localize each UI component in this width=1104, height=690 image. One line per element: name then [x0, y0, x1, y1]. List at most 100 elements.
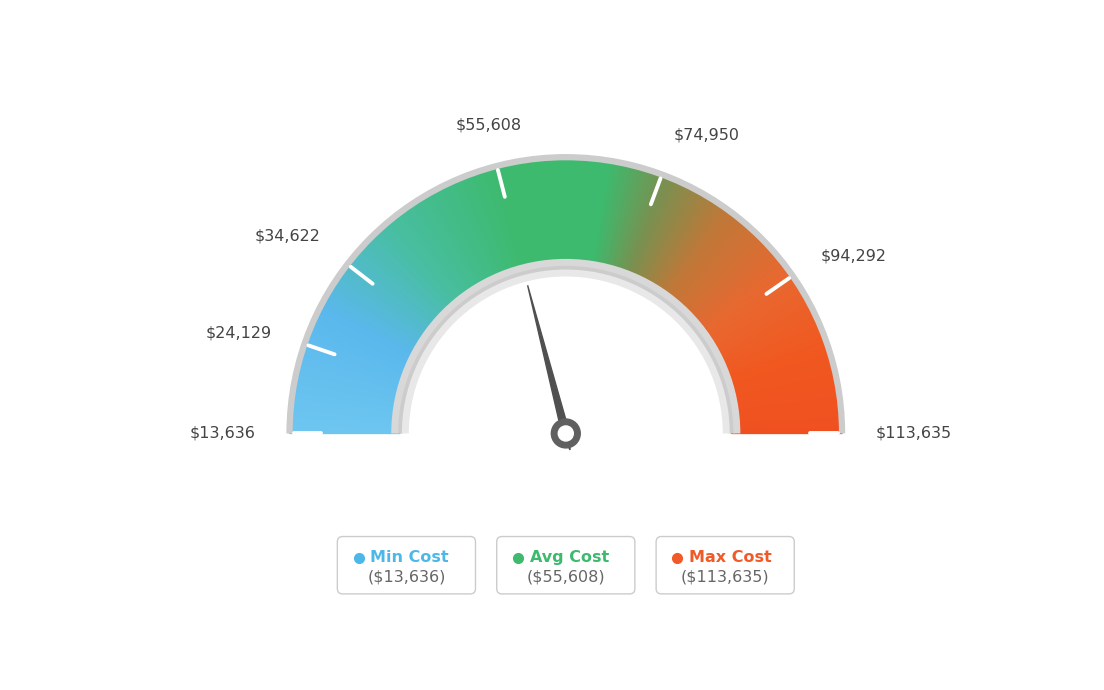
- Wedge shape: [297, 368, 405, 395]
- Wedge shape: [604, 165, 631, 273]
- Wedge shape: [725, 359, 832, 391]
- Wedge shape: [732, 428, 842, 431]
- Wedge shape: [304, 345, 408, 382]
- Wedge shape: [332, 284, 426, 344]
- Wedge shape: [673, 224, 747, 308]
- Wedge shape: [490, 167, 521, 274]
- Wedge shape: [348, 263, 435, 332]
- Wedge shape: [395, 215, 464, 303]
- Wedge shape: [665, 211, 731, 301]
- Wedge shape: [731, 406, 841, 418]
- Wedge shape: [364, 243, 446, 320]
- Wedge shape: [684, 241, 765, 319]
- Wedge shape: [537, 159, 549, 268]
- Wedge shape: [686, 241, 766, 319]
- Wedge shape: [690, 250, 774, 324]
- Wedge shape: [308, 332, 412, 373]
- Wedge shape: [299, 359, 406, 391]
- Wedge shape: [503, 164, 530, 272]
- Wedge shape: [467, 175, 508, 279]
- Wedge shape: [726, 365, 834, 393]
- Wedge shape: [692, 255, 777, 327]
- Wedge shape: [331, 287, 425, 346]
- Wedge shape: [682, 237, 761, 316]
- Wedge shape: [586, 159, 602, 269]
- Wedge shape: [385, 223, 458, 308]
- Wedge shape: [290, 416, 401, 424]
- Wedge shape: [609, 167, 639, 274]
- Wedge shape: [691, 252, 775, 326]
- Wedge shape: [729, 385, 838, 406]
- Wedge shape: [643, 189, 696, 287]
- Wedge shape: [421, 197, 479, 293]
- Wedge shape: [694, 260, 782, 331]
- Wedge shape: [463, 177, 505, 279]
- Wedge shape: [390, 219, 461, 306]
- Wedge shape: [562, 157, 565, 268]
- Wedge shape: [293, 392, 402, 410]
- Wedge shape: [615, 170, 649, 275]
- Wedge shape: [339, 274, 431, 339]
- Wedge shape: [583, 159, 595, 268]
- Wedge shape: [388, 221, 459, 307]
- Wedge shape: [325, 297, 422, 353]
- Wedge shape: [635, 182, 682, 283]
- Wedge shape: [646, 191, 700, 288]
- Wedge shape: [704, 281, 797, 343]
- Wedge shape: [410, 205, 473, 297]
- Wedge shape: [647, 193, 703, 290]
- Wedge shape: [469, 174, 509, 278]
- Wedge shape: [295, 378, 403, 402]
- Wedge shape: [712, 305, 811, 357]
- Wedge shape: [434, 190, 488, 288]
- Wedge shape: [420, 198, 479, 293]
- Wedge shape: [506, 164, 531, 272]
- Wedge shape: [590, 160, 607, 270]
- Wedge shape: [716, 319, 818, 366]
- Wedge shape: [528, 159, 544, 269]
- Wedge shape: [722, 340, 826, 378]
- Wedge shape: [728, 377, 837, 400]
- Wedge shape: [670, 219, 742, 306]
- Wedge shape: [687, 244, 768, 321]
- Text: $34,622: $34,622: [255, 228, 320, 244]
- Text: Max Cost: Max Cost: [689, 551, 772, 565]
- Wedge shape: [707, 288, 802, 347]
- Wedge shape: [697, 263, 784, 332]
- Wedge shape: [731, 418, 841, 425]
- Wedge shape: [636, 183, 683, 284]
- Wedge shape: [655, 200, 715, 294]
- Wedge shape: [731, 401, 840, 415]
- Wedge shape: [561, 157, 564, 268]
- Wedge shape: [668, 216, 737, 304]
- Wedge shape: [638, 185, 688, 285]
- Wedge shape: [307, 335, 411, 375]
- Wedge shape: [730, 395, 840, 412]
- Wedge shape: [719, 328, 822, 371]
- Wedge shape: [596, 161, 617, 270]
- Wedge shape: [531, 159, 546, 269]
- Wedge shape: [293, 394, 402, 411]
- Wedge shape: [336, 279, 428, 342]
- Wedge shape: [693, 257, 779, 328]
- Wedge shape: [730, 399, 840, 414]
- Wedge shape: [702, 277, 794, 340]
- Wedge shape: [592, 161, 611, 270]
- Wedge shape: [320, 306, 418, 358]
- Wedge shape: [598, 163, 623, 271]
- Wedge shape: [640, 186, 691, 286]
- Wedge shape: [460, 177, 503, 280]
- Wedge shape: [683, 239, 764, 317]
- Wedge shape: [626, 176, 668, 279]
- Wedge shape: [620, 173, 659, 277]
- Wedge shape: [352, 257, 438, 328]
- Wedge shape: [373, 235, 450, 315]
- Wedge shape: [724, 350, 829, 384]
- Wedge shape: [726, 368, 835, 395]
- Wedge shape: [328, 291, 424, 349]
- Wedge shape: [291, 401, 401, 415]
- Wedge shape: [607, 166, 636, 273]
- Wedge shape: [291, 397, 402, 413]
- Wedge shape: [382, 226, 456, 310]
- Wedge shape: [489, 168, 521, 274]
